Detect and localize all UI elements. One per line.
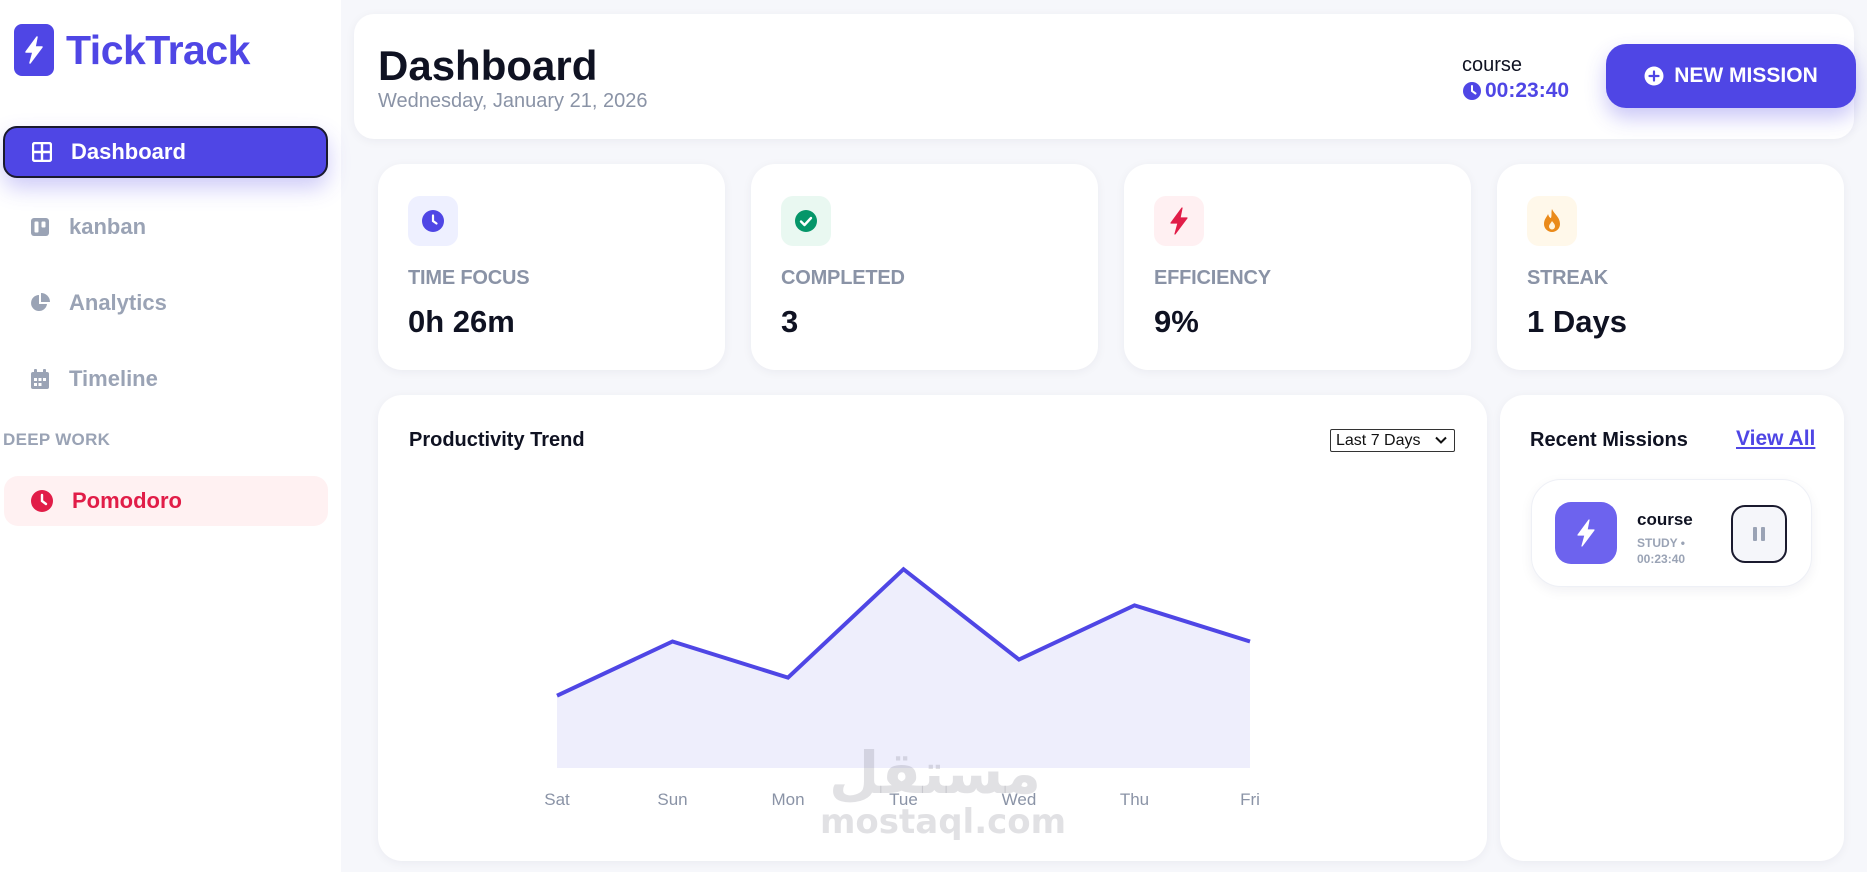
- clock-icon: [408, 196, 458, 246]
- active-timer-time: 00:23:40: [1485, 79, 1570, 102]
- active-timer-label: course: [1462, 54, 1523, 76]
- sidebar-item-analytics[interactable]: Analytics: [3, 277, 328, 329]
- x-tick-label: Sun: [657, 790, 687, 809]
- sidebar: TickTrack Dashboard kanban Analytics Tim…: [0, 0, 341, 872]
- brand[interactable]: TickTrack: [14, 24, 250, 76]
- mission-meta: STUDY • 00:23:40: [1637, 536, 1686, 566]
- pause-icon: [1752, 526, 1766, 542]
- view-all-link[interactable]: View All: [1736, 427, 1816, 450]
- productivity-trend-chart: Sat Sun Mon Tue Wed Thu Fri: [544, 566, 1260, 809]
- chevron-down-icon: [1434, 433, 1448, 447]
- productivity-chart-card: Productivity Trend Last 7 Days Sat Sun Mon…: [378, 395, 1487, 861]
- stat-value: 3: [781, 304, 799, 339]
- header: Dashboard Wednesday, January 21, 2026 co…: [354, 14, 1856, 139]
- page-date: Wednesday, January 21, 2026: [378, 90, 648, 112]
- sidebar-item-dashboard[interactable]: Dashboard: [3, 126, 328, 178]
- pie-chart-icon: [29, 292, 51, 314]
- sidebar-item-kanban[interactable]: kanban: [3, 201, 328, 253]
- stat-card-time-focus: TIME FOCUS 0h 26m: [378, 164, 725, 370]
- sidebar-item-label: kanban: [69, 214, 147, 239]
- x-tick-label: Thu: [1120, 790, 1149, 809]
- recent-missions-card: Recent Missions View All course STUDY • …: [1500, 395, 1844, 861]
- section-label: DEEP WORK: [3, 430, 111, 449]
- stat-label: COMPLETED: [781, 267, 905, 289]
- plus-circle-icon: [1644, 66, 1664, 86]
- clock-icon: [1462, 81, 1482, 101]
- brand-name: TickTrack: [66, 26, 250, 73]
- clock-icon: [30, 489, 54, 513]
- page-title: Dashboard: [378, 42, 598, 89]
- chart-area: [557, 569, 1250, 768]
- lightning-icon: [14, 24, 54, 76]
- stat-card-streak: STREAK 1 Days: [1497, 164, 1844, 370]
- calendar-icon: [29, 368, 51, 390]
- lightning-icon: [1555, 502, 1617, 564]
- sidebar-item-label: Timeline: [69, 366, 158, 391]
- sidebar-item-label: Pomodoro: [72, 488, 182, 513]
- stat-value: 0h 26m: [408, 304, 515, 339]
- flame-icon: [1527, 196, 1577, 246]
- range-select[interactable]: Last 7 Days: [1330, 429, 1455, 452]
- check-circle-icon: [781, 196, 831, 246]
- active-timer[interactable]: course 00:23:40: [1462, 54, 1569, 103]
- stat-card-completed: COMPLETED 3: [751, 164, 1098, 370]
- stat-label: STREAK: [1527, 267, 1609, 289]
- stat-label: EFFICIENCY: [1154, 267, 1271, 289]
- x-tick-label: Tue: [889, 790, 918, 809]
- mission-name: course: [1637, 510, 1693, 529]
- missions-title: Recent Missions: [1530, 429, 1688, 451]
- lightning-icon: [1154, 196, 1204, 246]
- x-tick-label: Mon: [771, 790, 804, 809]
- stat-card-efficiency: EFFICIENCY 9%: [1124, 164, 1471, 370]
- pause-button[interactable]: [1731, 505, 1787, 563]
- active-timer-time-row: 00:23:40: [1462, 79, 1569, 103]
- sidebar-item-pomodoro[interactable]: Pomodoro: [4, 476, 328, 526]
- stat-value: 9%: [1154, 304, 1199, 339]
- grid-icon: [31, 141, 53, 163]
- new-mission-label: NEW MISSION: [1674, 64, 1818, 87]
- new-mission-button[interactable]: NEW MISSION: [1606, 44, 1856, 108]
- range-select-value: Last 7 Days: [1336, 431, 1421, 449]
- x-tick-label: Sat: [544, 790, 570, 809]
- sidebar-item-label: Analytics: [69, 290, 167, 315]
- stat-label: TIME FOCUS: [408, 267, 530, 289]
- sidebar-item-timeline[interactable]: Timeline: [3, 353, 328, 405]
- x-tick-label: Fri: [1240, 790, 1260, 809]
- stat-value: 1 Days: [1527, 304, 1627, 339]
- x-tick-label: Wed: [1002, 790, 1037, 809]
- sidebar-item-label: Dashboard: [71, 139, 186, 164]
- kanban-icon: [29, 216, 51, 238]
- chart-series-line: [556, 566, 1251, 698]
- chart-title: Productivity Trend: [409, 429, 585, 451]
- mission-item[interactable]: course STUDY • 00:23:40: [1531, 479, 1812, 587]
